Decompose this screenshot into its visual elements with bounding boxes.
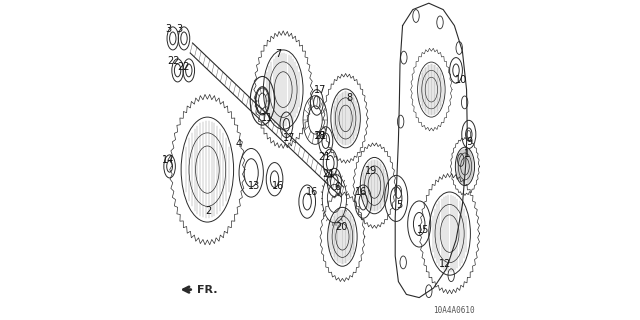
Text: 7: 7 <box>275 49 282 60</box>
Text: 13: 13 <box>248 180 260 191</box>
Text: 21: 21 <box>322 169 334 180</box>
Text: 20: 20 <box>335 222 348 232</box>
Text: FR.: FR. <box>197 285 218 295</box>
Text: 22: 22 <box>178 62 190 72</box>
Text: 3: 3 <box>166 24 172 34</box>
Text: 17: 17 <box>283 132 296 143</box>
Text: 1: 1 <box>464 148 470 159</box>
Text: 8: 8 <box>346 92 353 103</box>
Text: 10: 10 <box>454 75 467 85</box>
Text: 9: 9 <box>467 137 473 148</box>
Text: 15: 15 <box>417 225 429 236</box>
Text: 10A4A0610: 10A4A0610 <box>433 306 475 315</box>
Text: 21: 21 <box>318 152 330 162</box>
Text: 12: 12 <box>439 259 452 269</box>
Text: 2: 2 <box>205 206 211 216</box>
Text: 16: 16 <box>355 187 367 197</box>
Text: 16: 16 <box>272 180 285 191</box>
Text: 3: 3 <box>176 24 182 34</box>
Text: 11: 11 <box>261 113 273 124</box>
Text: 18: 18 <box>314 131 326 141</box>
Text: 19: 19 <box>365 166 378 176</box>
Text: 22: 22 <box>167 56 180 66</box>
Text: 21: 21 <box>314 131 326 141</box>
Text: 14: 14 <box>162 155 174 165</box>
Text: 6: 6 <box>335 182 340 192</box>
Text: 5: 5 <box>396 200 403 210</box>
Text: 16: 16 <box>306 187 318 197</box>
Text: 17: 17 <box>314 84 327 95</box>
Text: 4: 4 <box>236 139 241 149</box>
